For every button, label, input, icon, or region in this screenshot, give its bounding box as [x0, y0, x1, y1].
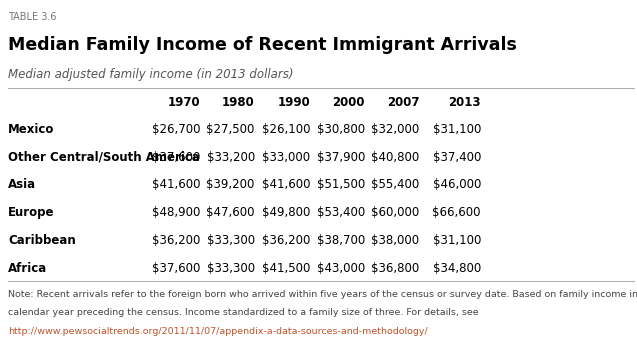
- Text: $37,400: $37,400: [433, 151, 481, 163]
- Text: $40,800: $40,800: [371, 151, 419, 163]
- Text: $37,600: $37,600: [152, 262, 201, 275]
- Text: $43,000: $43,000: [317, 262, 365, 275]
- Text: calendar year preceding the census. Income standardized to a family size of thre: calendar year preceding the census. Inco…: [8, 308, 479, 317]
- Text: $66,600: $66,600: [433, 206, 481, 219]
- Text: 2000: 2000: [333, 96, 365, 108]
- Text: $37,600: $37,600: [152, 151, 201, 163]
- Text: 1970: 1970: [168, 96, 201, 108]
- Text: $31,100: $31,100: [433, 123, 481, 136]
- Text: $55,400: $55,400: [371, 178, 419, 191]
- Text: $33,300: $33,300: [206, 262, 255, 275]
- Text: $60,000: $60,000: [371, 206, 419, 219]
- Text: 2007: 2007: [387, 96, 419, 108]
- Text: $39,200: $39,200: [206, 178, 255, 191]
- Text: Caribbean: Caribbean: [8, 234, 76, 247]
- Text: $26,700: $26,700: [152, 123, 201, 136]
- Text: $53,400: $53,400: [317, 206, 365, 219]
- Text: $37,900: $37,900: [317, 151, 365, 163]
- Text: $49,800: $49,800: [262, 206, 310, 219]
- Text: $46,000: $46,000: [433, 178, 481, 191]
- Text: $41,600: $41,600: [152, 178, 201, 191]
- Text: $31,100: $31,100: [433, 234, 481, 247]
- Text: Africa: Africa: [8, 262, 48, 275]
- Text: 1980: 1980: [222, 96, 255, 108]
- Text: 2013: 2013: [448, 96, 481, 108]
- Text: $51,500: $51,500: [317, 178, 365, 191]
- Text: $38,000: $38,000: [371, 234, 419, 247]
- Text: $27,500: $27,500: [206, 123, 255, 136]
- Text: $34,800: $34,800: [433, 262, 481, 275]
- Text: Median Family Income of Recent Immigrant Arrivals: Median Family Income of Recent Immigrant…: [8, 36, 517, 54]
- Text: Median adjusted family income (in 2013 dollars): Median adjusted family income (in 2013 d…: [8, 68, 294, 81]
- Text: $30,800: $30,800: [317, 123, 365, 136]
- Text: Asia: Asia: [8, 178, 36, 191]
- Text: $47,600: $47,600: [206, 206, 255, 219]
- Text: $38,700: $38,700: [317, 234, 365, 247]
- Text: $41,500: $41,500: [262, 262, 310, 275]
- Text: $32,000: $32,000: [371, 123, 419, 136]
- Text: $26,100: $26,100: [262, 123, 310, 136]
- Text: Mexico: Mexico: [8, 123, 55, 136]
- Text: $41,600: $41,600: [262, 178, 310, 191]
- Text: Europe: Europe: [8, 206, 55, 219]
- Text: http://www.pewsocialtrends.org/2011/11/07/appendix-a-data-sources-and-methodolog: http://www.pewsocialtrends.org/2011/11/0…: [8, 327, 428, 336]
- Text: Note: Recent arrivals refer to the foreign born who arrived within five years of: Note: Recent arrivals refer to the forei…: [8, 290, 637, 299]
- Text: TABLE 3.6: TABLE 3.6: [8, 12, 57, 22]
- Text: $33,200: $33,200: [206, 151, 255, 163]
- Text: $33,300: $33,300: [206, 234, 255, 247]
- Text: $36,800: $36,800: [371, 262, 419, 275]
- Text: $36,200: $36,200: [262, 234, 310, 247]
- Text: $36,200: $36,200: [152, 234, 201, 247]
- Text: $48,900: $48,900: [152, 206, 201, 219]
- Text: Other Central/South America: Other Central/South America: [8, 151, 200, 163]
- Text: $33,000: $33,000: [262, 151, 310, 163]
- Text: 1990: 1990: [278, 96, 310, 108]
